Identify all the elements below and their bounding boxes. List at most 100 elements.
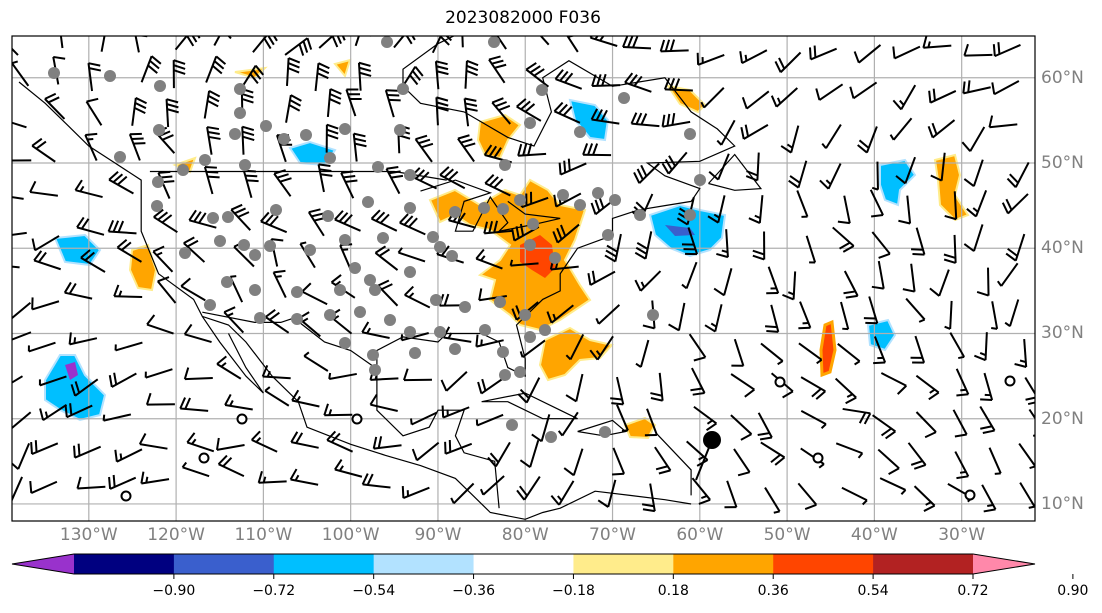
wind-barb	[361, 473, 391, 489]
map-frame	[11, 35, 1036, 522]
station-dot	[362, 196, 374, 208]
wind-barb	[873, 336, 887, 365]
wind-barb	[974, 332, 988, 362]
station-dot	[574, 199, 586, 211]
station-dot	[449, 343, 461, 355]
station-dot	[291, 286, 303, 298]
wind-barb	[797, 482, 818, 511]
wind-barb	[871, 161, 879, 191]
station-dot	[264, 240, 276, 252]
station-dot	[404, 169, 416, 181]
wind-barb	[340, 170, 358, 199]
wind-barb	[898, 195, 912, 225]
wind-barb	[186, 432, 215, 453]
coastline	[708, 153, 763, 191]
wind-barb	[815, 83, 844, 101]
wind-barb	[842, 407, 872, 425]
wind-barb	[871, 260, 885, 290]
wind-barb	[930, 152, 946, 182]
wind-barb	[12, 231, 27, 236]
station-dot	[634, 209, 646, 221]
station-dot	[427, 231, 439, 243]
wind-barb	[107, 220, 137, 235]
wind-barb	[707, 195, 726, 224]
wind-barb	[539, 36, 550, 46]
wind-barb	[996, 262, 1019, 287]
station-dot	[177, 164, 189, 176]
wind-barb	[131, 97, 148, 126]
colorbar-label: 0.18	[657, 583, 689, 599]
wind-barb	[357, 61, 372, 91]
wind-barb	[400, 332, 429, 342]
wind-barb	[290, 431, 319, 449]
wind-barb	[525, 62, 550, 88]
wind-barb	[716, 229, 729, 259]
wind-barb	[29, 480, 58, 494]
station-dot	[239, 159, 251, 171]
wind-barb	[739, 49, 768, 64]
station-dot	[349, 262, 361, 274]
station-dot	[574, 126, 586, 138]
station-dot	[260, 120, 272, 132]
wind-barb	[12, 375, 24, 384]
station-dot	[104, 70, 116, 82]
station-dot	[524, 117, 536, 129]
stations	[48, 36, 1016, 502]
station-dot	[592, 187, 604, 199]
wind-barb	[913, 485, 936, 512]
station-dot	[397, 83, 409, 95]
station-dot	[514, 366, 526, 378]
wind-barb	[397, 247, 426, 263]
station-dot	[221, 276, 233, 288]
station-dot	[154, 80, 166, 92]
wind-barb	[483, 220, 513, 235]
wind-barb	[435, 96, 449, 126]
station-dot	[199, 154, 211, 166]
wind-barb	[517, 377, 541, 404]
fill-red-atl	[819, 319, 837, 378]
wind-barb	[12, 159, 32, 162]
station-dot	[207, 212, 219, 224]
wind-barb	[892, 45, 921, 60]
wind-barb	[144, 368, 173, 379]
wind-barb	[837, 195, 851, 225]
fill-purple-pac	[65, 362, 78, 380]
wind-barb	[654, 446, 672, 475]
wind-barb	[12, 476, 23, 503]
wind-barb	[12, 411, 32, 430]
colorbar-label: −0.54	[352, 583, 396, 599]
station-dot	[369, 364, 381, 376]
wind-barb	[700, 87, 725, 109]
wind-barb	[484, 174, 511, 197]
wind-barb	[798, 301, 812, 330]
lon-label: 30°W	[938, 525, 986, 545]
wind-barb	[668, 302, 686, 332]
station-dot	[684, 128, 696, 140]
wind-barb	[146, 314, 174, 335]
wind-barb	[915, 374, 940, 401]
wind-barb	[949, 332, 966, 360]
wind-barb	[610, 376, 625, 406]
wind-barb	[1028, 408, 1035, 437]
colorbar-segment	[273, 554, 375, 574]
lat-label: 30°N	[1041, 323, 1084, 344]
colorbar-label: −0.90	[152, 583, 196, 599]
wind-barb	[33, 250, 61, 271]
wind-barb	[976, 267, 990, 297]
wind-barb	[496, 36, 507, 50]
wind-barb	[590, 108, 620, 125]
station-dot	[234, 83, 246, 95]
wind-barb	[832, 226, 855, 253]
wind-barb	[230, 203, 252, 231]
station-dot	[367, 349, 379, 361]
fill-blue-atl2	[879, 158, 917, 207]
wind-barb	[819, 163, 842, 190]
lon-label: 110°W	[234, 525, 293, 545]
wind-barb	[690, 367, 706, 396]
wind-barb	[554, 69, 583, 90]
wind-barb	[479, 475, 505, 496]
colorbar-outline	[11, 553, 1036, 575]
wind-barb	[905, 297, 926, 323]
wind-barb	[80, 249, 106, 273]
station-dot	[384, 314, 396, 326]
